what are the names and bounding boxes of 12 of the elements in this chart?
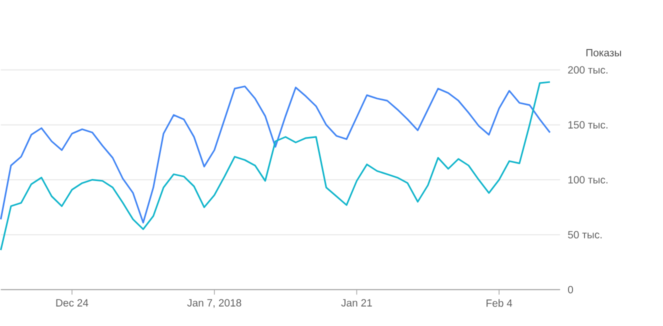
y-axis-title: Показы bbox=[586, 49, 621, 57]
line-series bbox=[0, 81, 551, 252]
x-tick-label: Dec 24 bbox=[56, 299, 88, 307]
line-series bbox=[0, 86, 551, 224]
y-tick-label: 150 тыс. bbox=[568, 121, 608, 129]
x-tick-label: Jan 7, 2018 bbox=[187, 299, 242, 308]
y-tick-label: 200 тыс. bbox=[568, 66, 608, 74]
y-tick-label: 100 тыс. bbox=[568, 176, 608, 184]
y-tick-label: 0 bbox=[568, 286, 574, 294]
y-tick-label: 50 тыс. bbox=[568, 231, 602, 239]
x-tick-label: Jan 21 bbox=[341, 299, 372, 307]
x-tick-label: Feb 4 bbox=[486, 299, 512, 308]
